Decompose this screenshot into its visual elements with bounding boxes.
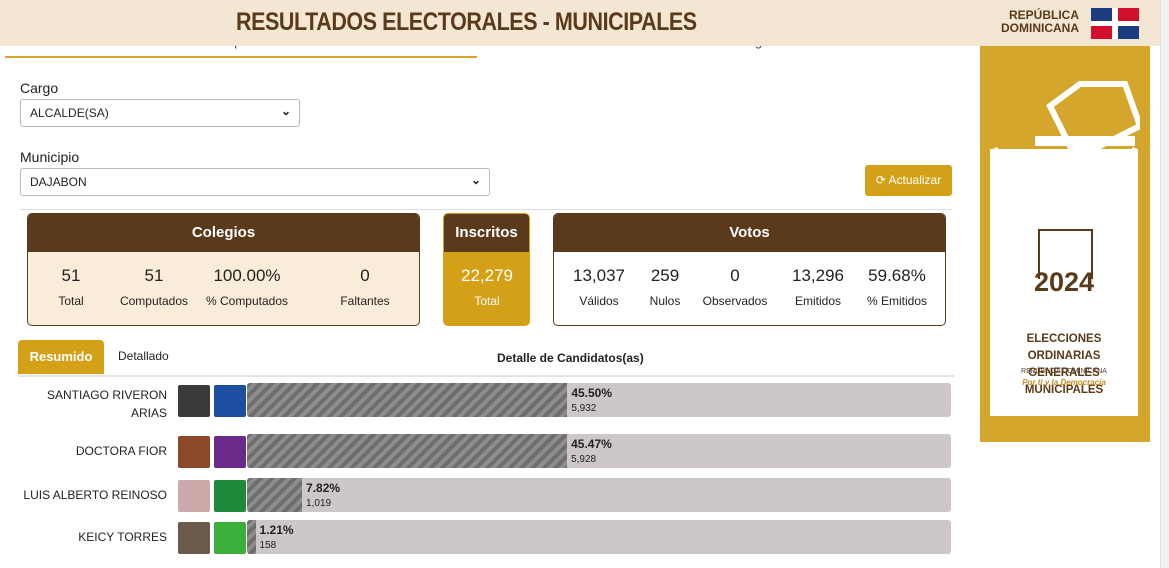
party-logo <box>214 436 246 468</box>
stat-value: 0 <box>730 266 740 285</box>
view-tab[interactable]: Detallado <box>118 349 169 363</box>
stat: 51 Total <box>28 266 121 308</box>
colegios-card: Colegios 51 Total 51 Computados 100.00% % Com… <box>27 213 420 326</box>
title: RESULTADOS ELECTORALES - MUNICIPALES <box>236 8 697 36</box>
view-tab[interactable]: Resumido <box>18 340 104 374</box>
stat-value: 259 <box>650 266 680 285</box>
stat: 100.00% % Computados <box>197 266 297 308</box>
card-title: Votos <box>554 214 945 252</box>
banner-title: ELECCIONES ORDINARIAS GENERALES MUNICIPAL… <box>990 331 1138 399</box>
candidate-photo <box>178 385 210 417</box>
divider <box>20 209 952 210</box>
box-icon <box>1038 229 1093 279</box>
banner-card: 2024 ELECCIONES ORDINARIAS GENERALES MUNI… <box>990 149 1138 416</box>
stat-value: 51 <box>144 266 164 285</box>
country-1: REPÚBLICA <box>1008 8 1079 22</box>
candidate-photo <box>178 480 210 512</box>
value: ALCALDE(SA) <box>30 106 109 120</box>
stat: 13,037 Válidos <box>554 266 649 308</box>
bar-track: 45.47% 5,928 <box>247 434 951 468</box>
candidate-photo <box>178 436 210 468</box>
stat: 259 Nulos <box>615 266 715 308</box>
percent-label: 45.50% <box>571 386 613 400</box>
percent-label: 45.47% <box>571 437 612 451</box>
stat-value: 59.68% <box>868 266 926 285</box>
flag <box>1091 8 1139 39</box>
card-title: Inscritos <box>444 214 529 252</box>
header: RESULTADOS ELECTORALES - MUNICIPALES REP… <box>0 0 1160 46</box>
stat-value: 13,296 <box>792 266 844 285</box>
bar <box>247 520 256 554</box>
select[interactable]: ALCALDE(SA) ⌄ <box>20 99 300 127</box>
country: REPÚBLICA DOMINICANA <box>985 9 1079 35</box>
stat-label: Total <box>474 294 500 308</box>
select[interactable]: DAJABON ⌄ <box>20 168 490 196</box>
stat: 0 Observados <box>685 266 785 308</box>
country-2: DOMINICANA <box>1001 21 1079 35</box>
tab-underline <box>5 56 477 58</box>
stat-label: Emitidos <box>794 294 841 308</box>
candidate-name: LUIS ALBERTO REINOSO <box>23 488 167 502</box>
stat-label: Faltantes <box>340 294 390 308</box>
bar-track: 7.82% 1,019 <box>247 478 951 512</box>
percent-label: 7.82% <box>306 481 341 495</box>
votes-label: 5,932 <box>571 403 597 414</box>
line: ELECCIONES ORDINARIAS <box>1026 333 1102 362</box>
candidate-name: KEICY TORRES <box>78 530 167 544</box>
stat-label: Total <box>58 294 84 308</box>
percent-label: 1.21% <box>259 523 294 537</box>
stat: 51 Computados <box>104 266 204 308</box>
bar-track: 45.50% 5,932 <box>247 383 951 417</box>
candidate-photo <box>178 522 210 554</box>
stat-value: 22,279 <box>461 266 513 285</box>
label: Cargo <box>20 80 59 96</box>
bar-track: 1.21% 158 <box>247 520 951 554</box>
refresh-button[interactable]: ⟳ Actualizar <box>865 165 952 196</box>
candidate-name: DOCTORA FIOR <box>75 444 167 458</box>
year: 2024 <box>1033 267 1095 297</box>
stat-label: Válidos <box>579 294 619 308</box>
section-title: Detalle de Candidatos(as) <box>497 351 644 365</box>
value: DAJABON <box>30 175 87 189</box>
banner: 2024 ELECCIONES ORDINARIAS GENERALES MUNI… <box>980 46 1150 442</box>
stat: 0 Faltantes <box>315 266 415 308</box>
card-title: Colegios <box>28 214 419 252</box>
stat-value: 51 <box>61 266 81 285</box>
votes-label: 158 <box>259 540 277 551</box>
bar <box>247 383 568 417</box>
stat-value: 13,037 <box>573 266 625 285</box>
stat-value: 100.00% <box>213 266 281 285</box>
votes-label: 1,019 <box>306 498 332 509</box>
inscritos-card: Inscritos 22,279 Total <box>443 213 530 326</box>
votes-label: 5,928 <box>571 454 597 465</box>
party-logo <box>214 480 246 512</box>
scrollbar[interactable] <box>1160 0 1169 568</box>
line: GENERALES MUNICIPALES <box>1024 367 1104 396</box>
button-label: Actualizar <box>888 173 942 187</box>
stat-label: Computados <box>119 294 189 308</box>
label: Municipio <box>20 149 80 165</box>
stat-label: Observados <box>702 294 768 308</box>
bar <box>247 478 303 512</box>
divider <box>18 375 954 377</box>
candidate-name: SANTIAGO RIVERON ARIAS <box>46 388 167 420</box>
banner-country: REPÚBLICA DOMINICANA <box>1021 368 1107 375</box>
stat: 13,296 Emitidos <box>768 266 868 308</box>
stat-label: % Computados <box>205 294 289 308</box>
votos-card: Votos 13,037 Válidos 259 Nulos 0 Observados 13… <box>553 213 946 326</box>
party-logo <box>214 385 246 417</box>
slogan: Por ti y la Democracia <box>1022 378 1106 387</box>
stat-label: Nulos <box>649 294 681 308</box>
stat-label: % Emitidos <box>866 294 928 308</box>
bar <box>247 434 568 468</box>
party-logo <box>214 522 246 554</box>
stat-value: 0 <box>360 266 370 285</box>
stat: 59.68% % Emitidos <box>847 266 945 308</box>
